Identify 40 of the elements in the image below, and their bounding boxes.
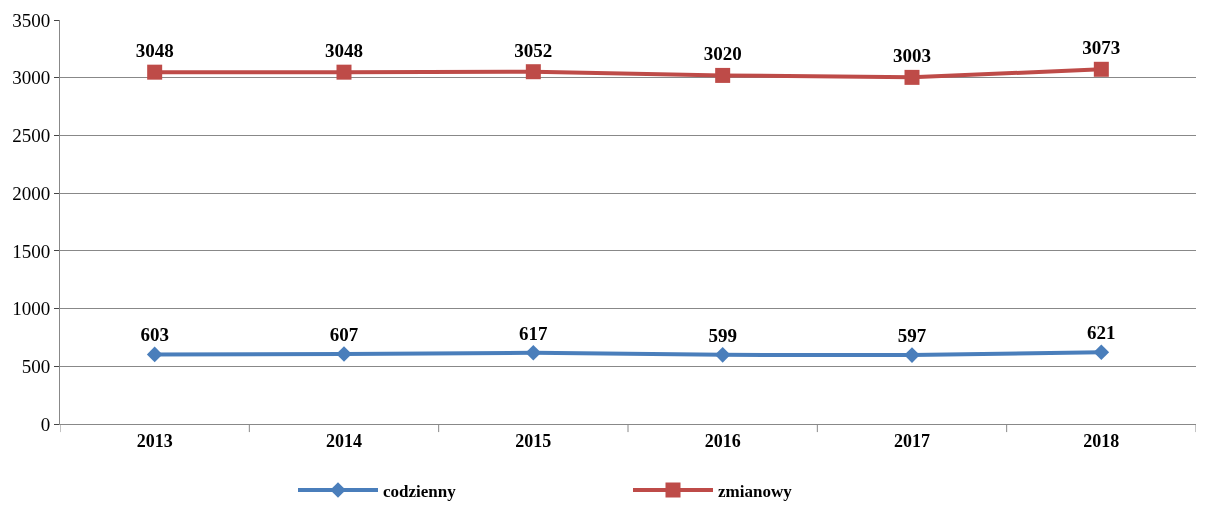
- data-label: 603: [140, 324, 169, 346]
- data-label: 3052: [514, 39, 553, 61]
- data-label: 599: [708, 324, 737, 346]
- y-tick-label: 1500: [12, 240, 51, 262]
- data-label: 617: [519, 322, 549, 344]
- y-tick-label: 2500: [12, 125, 51, 147]
- point: [336, 346, 352, 362]
- data-label: 3048: [135, 40, 174, 62]
- data-label: 3020: [703, 43, 742, 65]
- y-tick-label: 3500: [12, 9, 51, 31]
- point: [336, 64, 352, 80]
- data-label: 3048: [325, 40, 363, 62]
- point: [715, 67, 731, 83]
- point: [1093, 344, 1110, 361]
- data-label: 3003: [893, 45, 931, 67]
- point: [147, 64, 163, 80]
- x-tick-label: 2014: [326, 430, 362, 451]
- y-tick-label: 2000: [12, 182, 51, 204]
- data-label: 3073: [1082, 37, 1121, 59]
- y-tick-label: 0: [40, 413, 51, 435]
- y-tick-label: 1000: [12, 298, 51, 320]
- point: [714, 347, 731, 363]
- point: [146, 346, 163, 363]
- point: [1093, 61, 1109, 77]
- y-tick-label: 500: [21, 355, 51, 377]
- point: [525, 344, 542, 361]
- x-tick-label: 2015: [515, 430, 552, 451]
- x-tick-label: 2017: [894, 430, 930, 451]
- legend-label: zmianowy: [718, 481, 793, 501]
- point: [525, 64, 541, 80]
- data-label: 607: [329, 323, 359, 345]
- data-label: 597: [897, 324, 927, 346]
- legend-label: codzienny: [383, 481, 457, 501]
- x-tick-label: 2018: [1083, 430, 1120, 451]
- y-tick-label: 3000: [12, 67, 51, 89]
- point: [904, 347, 920, 363]
- x-tick-label: 2013: [136, 430, 173, 451]
- data-label: 621: [1087, 322, 1116, 344]
- point: [904, 69, 920, 85]
- x-tick-label: 2016: [704, 430, 741, 451]
